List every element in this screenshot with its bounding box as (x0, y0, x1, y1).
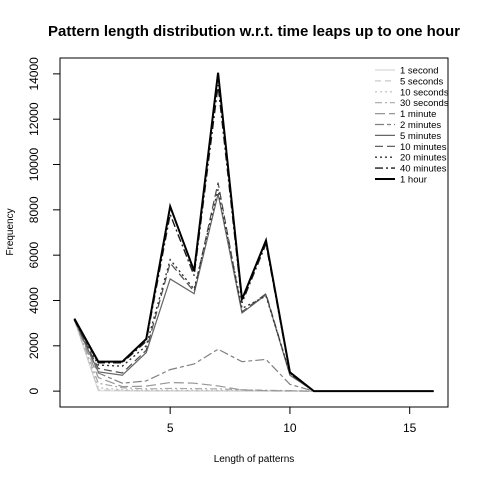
legend-label: 20 minutes (400, 153, 447, 164)
x-tick-label: 10 (283, 421, 297, 435)
legend-label: 5 seconds (400, 76, 444, 87)
series-line-2-minutes (73, 319, 434, 392)
series-line-5-minutes (73, 193, 434, 392)
legend-label: 40 minutes (400, 164, 447, 175)
y-tick-label: 2000 (27, 332, 41, 359)
x-tick-label: 15 (403, 421, 417, 435)
y-tick-label: 8000 (27, 196, 41, 223)
x-tick-label: 5 (167, 421, 174, 435)
y-tick-label: 10000 (27, 148, 41, 182)
legend-label: 10 seconds (400, 87, 449, 98)
y-axis-label: Frequency (5, 208, 16, 255)
series-line-40-minutes (73, 85, 434, 392)
legend-label: 2 minutes (400, 120, 441, 131)
y-tick-label: 4000 (27, 287, 41, 314)
y-tick-label: 0 (27, 387, 41, 394)
chart-title: Pattern length distribution w.r.t. time … (48, 23, 460, 40)
plot-area: 5 10 15 0 2000 4000 6000 8000 10000 12000 14000 (27, 57, 449, 435)
series-line-10-minutes (73, 182, 434, 392)
plot-frame (59, 57, 449, 408)
series-line-20-minutes (73, 189, 434, 392)
legend-label: 1 second (400, 66, 439, 77)
y-tick-label: 6000 (27, 241, 41, 268)
legend-label: 30 seconds (400, 98, 449, 109)
x-axis-label: Length of patterns (214, 454, 295, 465)
legend-label: 1 minute (400, 109, 436, 120)
legend-label: 10 minutes (400, 142, 447, 153)
y-tick-label: 12000 (27, 102, 41, 136)
legend-label: 1 hour (400, 175, 427, 186)
y-tick-label: 14000 (27, 57, 41, 91)
series-line-1-hour (73, 72, 434, 393)
legend-label: 5 minutes (400, 131, 441, 142)
